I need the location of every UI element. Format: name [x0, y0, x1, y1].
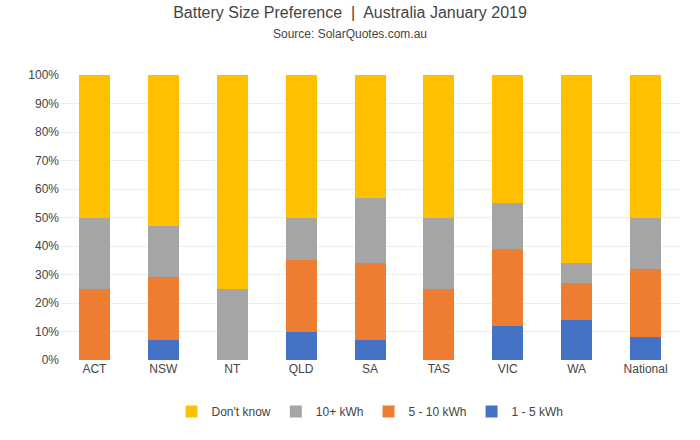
- svg-text:WA: WA: [567, 362, 586, 376]
- svg-text:SA: SA: [362, 362, 378, 376]
- svg-text:Don't know: Don't know: [212, 405, 271, 419]
- svg-text:60%: 60%: [35, 182, 59, 196]
- svg-text:VIC: VIC: [498, 362, 518, 376]
- svg-text:50%: 50%: [35, 211, 59, 225]
- svg-text:NSW: NSW: [149, 362, 178, 376]
- svg-text:80%: 80%: [35, 125, 59, 139]
- svg-text:5 - 10 kWh: 5 - 10 kWh: [409, 405, 467, 419]
- svg-text:ACT: ACT: [82, 362, 107, 376]
- svg-text:Battery Size Preference | Au: Battery Size Preference | Australia Janu…: [173, 4, 527, 42]
- svg-text:30%: 30%: [35, 268, 59, 282]
- svg-text:TAS: TAS: [428, 362, 450, 376]
- svg-text:70%: 70%: [35, 154, 59, 168]
- svg-text:40%: 40%: [35, 239, 59, 253]
- svg-text:0%: 0%: [42, 353, 60, 367]
- svg-text:100%: 100%: [28, 68, 59, 82]
- svg-text:National: National: [624, 362, 668, 376]
- svg-text:20%: 20%: [35, 296, 59, 310]
- svg-text:90%: 90%: [35, 97, 59, 111]
- svg-text:QLD: QLD: [289, 362, 314, 376]
- svg-text:1 - 5 kWh: 1 - 5 kWh: [512, 405, 563, 419]
- svg-text:10%: 10%: [35, 325, 59, 339]
- svg-text:10+ kWh: 10+ kWh: [316, 405, 364, 419]
- svg-text:NT: NT: [224, 362, 241, 376]
